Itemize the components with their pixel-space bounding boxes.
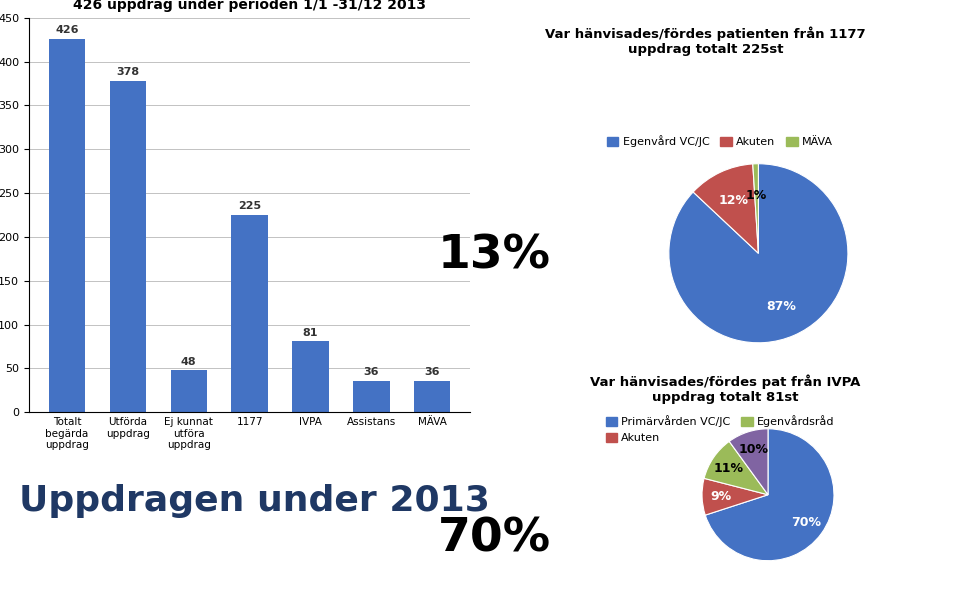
Text: 1%: 1% [746,188,767,201]
Text: 70%: 70% [438,517,551,561]
Text: 11%: 11% [713,462,744,475]
Wedge shape [669,164,848,343]
Bar [414,380,450,412]
Bar [231,215,268,412]
Text: Var hänvisades/fördes pat från IVPA
uppdrag totalt 81st: Var hänvisades/fördes pat från IVPA uppd… [589,374,860,403]
Text: 12%: 12% [719,194,749,207]
Title: 426 uppdrag under perioden 1/1 -31/12 2013: 426 uppdrag under perioden 1/1 -31/12 20… [73,0,426,12]
Legend: Egenvård VC/JC, Akuten, MÄVA: Egenvård VC/JC, Akuten, MÄVA [603,131,837,152]
Wedge shape [706,429,834,561]
Bar [109,81,146,412]
Text: 9%: 9% [710,489,732,503]
Text: Var hänvisades/fördes patienten från 1177
uppdrag totalt 225st: Var hänvisades/fördes patienten från 117… [545,27,866,56]
Text: 225: 225 [238,201,261,211]
Bar [292,341,328,412]
Text: 13%: 13% [438,234,551,279]
Bar [49,39,85,412]
Text: Uppdragen under 2013: Uppdragen under 2013 [19,484,490,518]
Wedge shape [704,441,768,495]
Legend: Primärvården VC/JC, Akuten, Egenvårdsråd, Övrigt: Primärvården VC/JC, Akuten, Egenvårdsråd… [601,411,839,449]
Text: 36: 36 [364,367,379,377]
Wedge shape [753,164,758,253]
Wedge shape [693,164,758,253]
Text: 10%: 10% [738,443,768,456]
Text: 81: 81 [302,327,318,337]
Text: 70%: 70% [791,516,822,529]
Bar [171,370,207,412]
Text: 48: 48 [181,357,197,367]
Text: 378: 378 [116,67,139,77]
Wedge shape [702,478,768,515]
Text: 36: 36 [424,367,440,377]
Text: 426: 426 [56,25,79,35]
Text: 87%: 87% [767,300,797,313]
Bar [353,380,390,412]
Wedge shape [730,429,768,495]
